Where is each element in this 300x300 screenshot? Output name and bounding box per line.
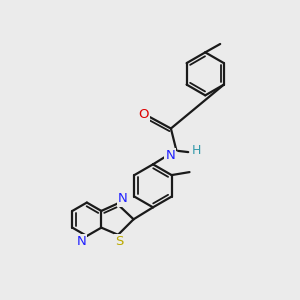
Text: O: O <box>138 108 149 121</box>
Text: S: S <box>115 235 123 248</box>
Text: H: H <box>192 144 201 157</box>
Text: N: N <box>118 193 128 206</box>
Text: N: N <box>76 236 86 248</box>
Text: N: N <box>165 148 175 162</box>
